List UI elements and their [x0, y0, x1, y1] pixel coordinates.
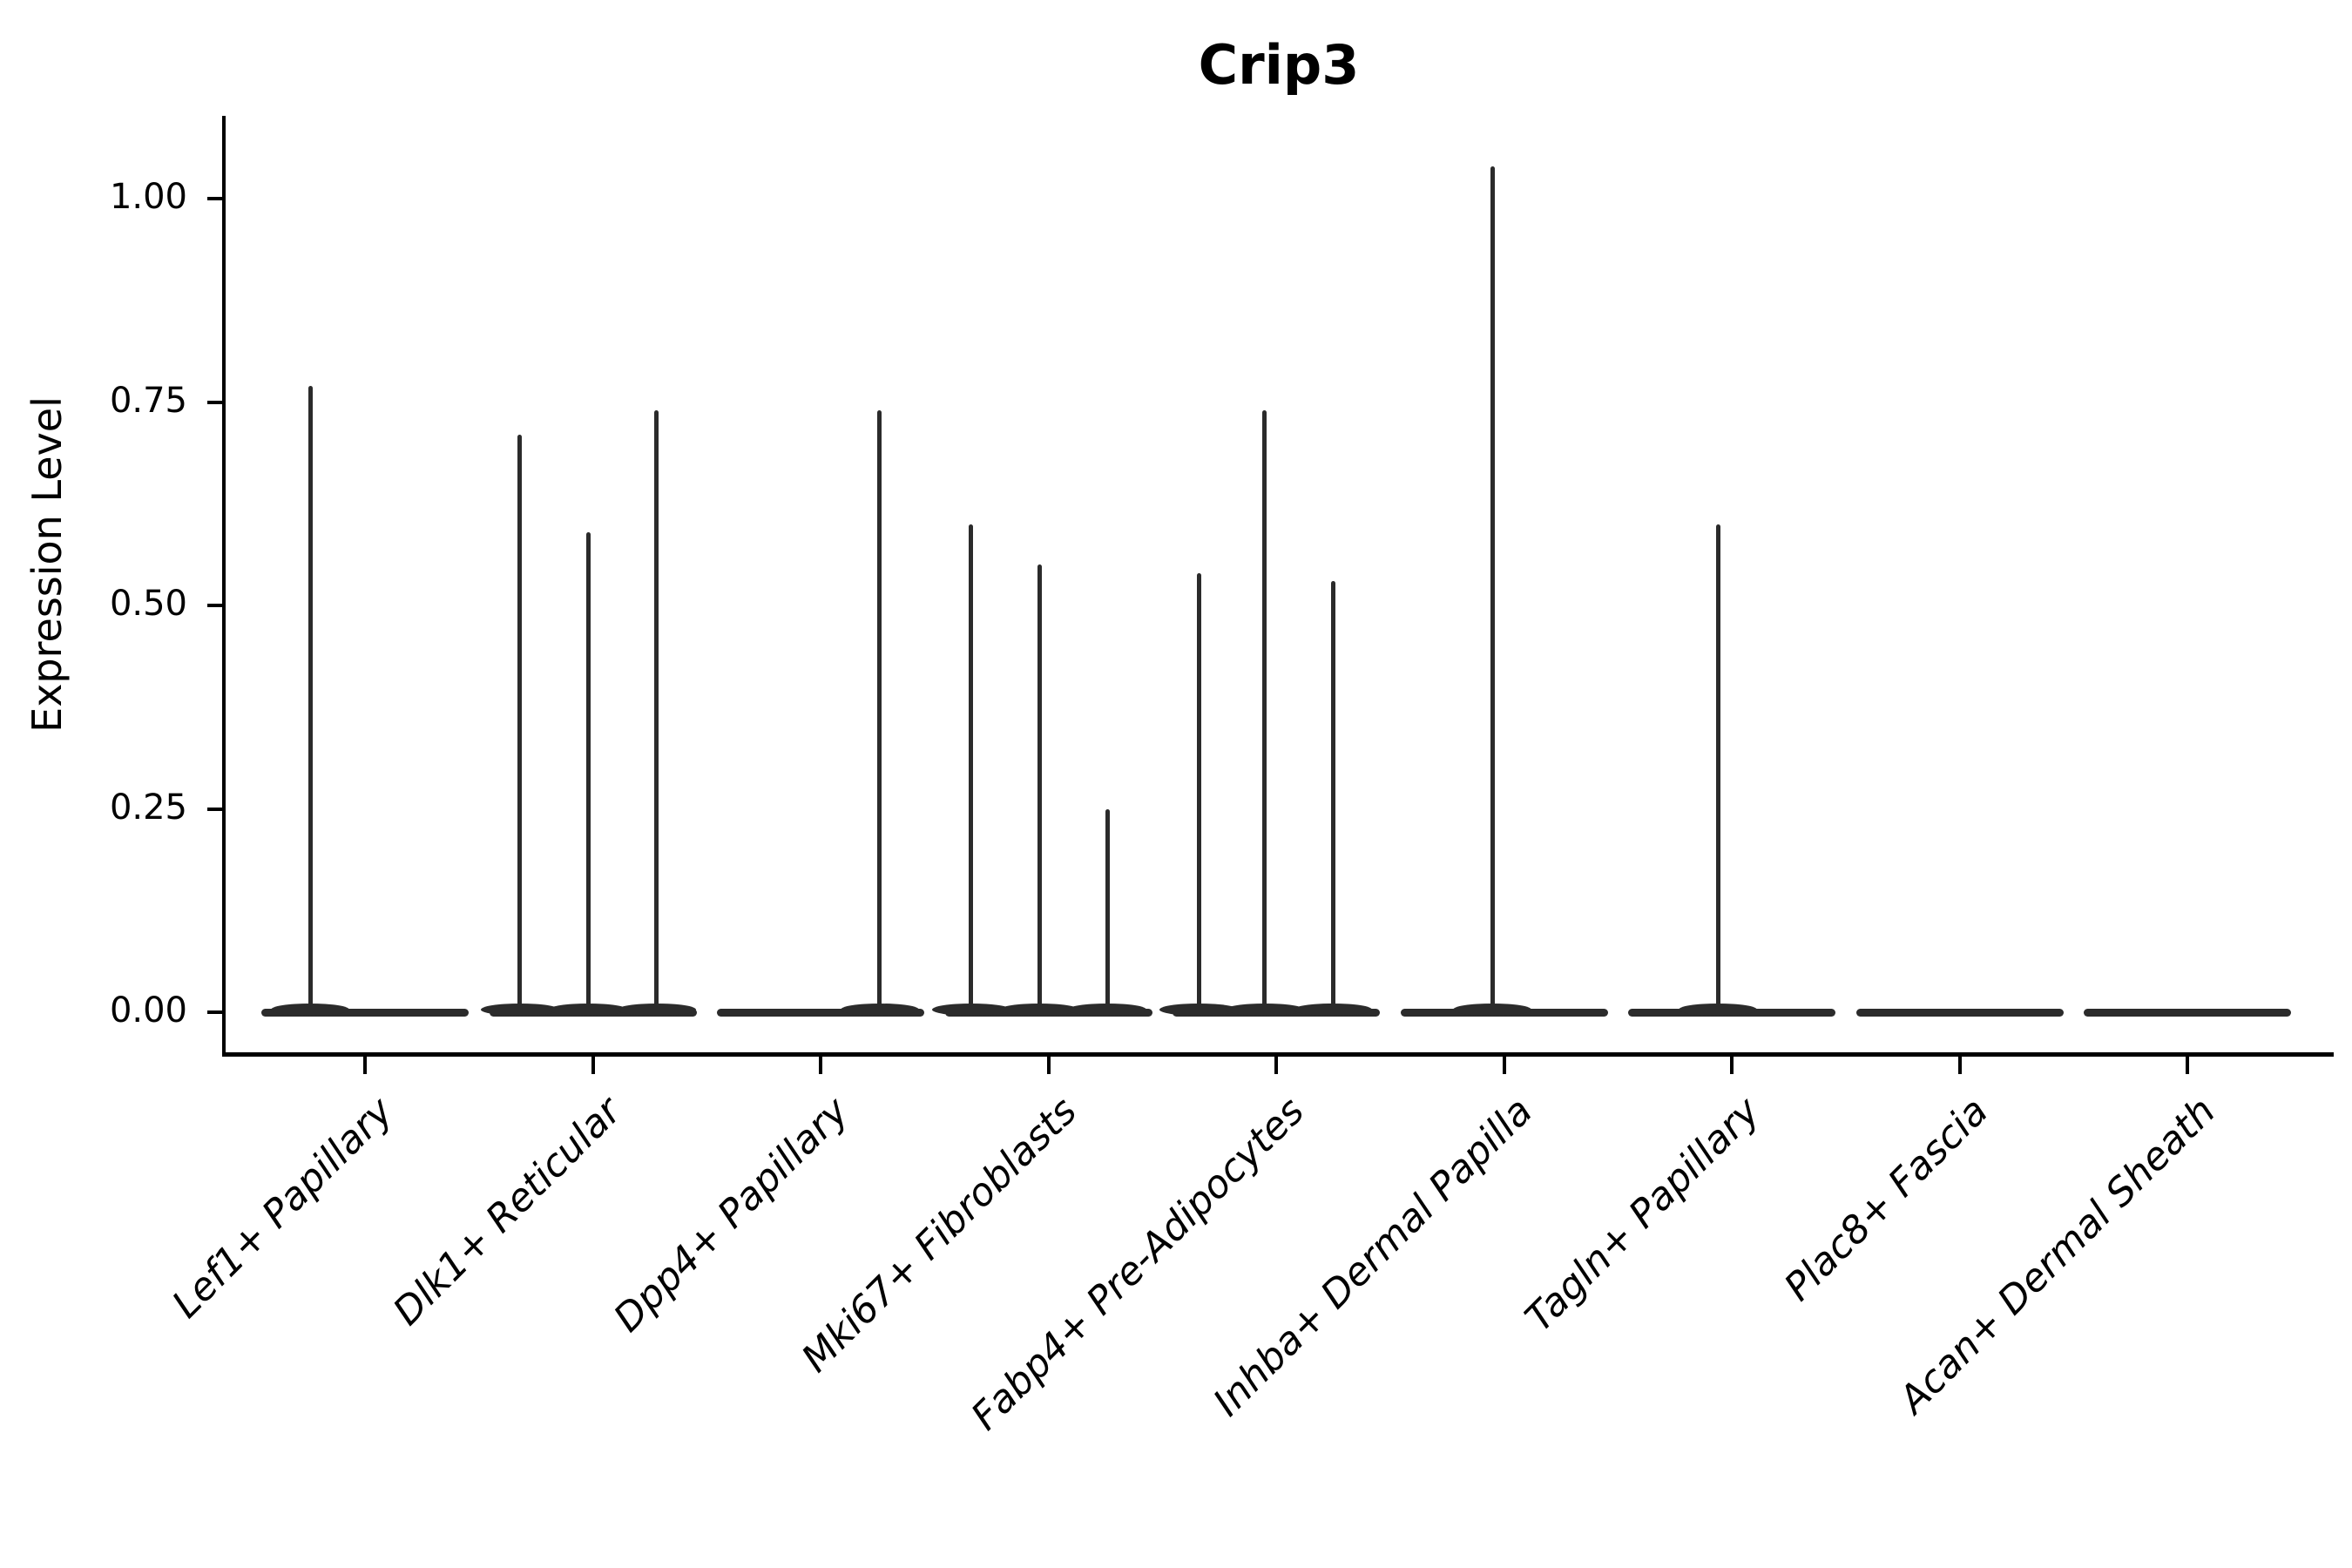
plot-title: Crip3 — [1198, 33, 1360, 97]
expression-spike — [1105, 808, 1110, 1014]
x-tick-mark — [363, 1057, 367, 1074]
y-tick-label: 1.00 — [109, 177, 187, 217]
x-tick-mark — [1502, 1057, 1506, 1074]
y-tick-mark — [207, 1010, 225, 1014]
y-tick-mark — [207, 400, 225, 404]
violin-strip — [2084, 1009, 2291, 1017]
y-axis-label: Expression Level — [24, 396, 71, 733]
y-tick-label: 0.75 — [109, 380, 187, 421]
y-tick-label: 0.50 — [109, 584, 187, 624]
expression-spike — [1330, 580, 1335, 1014]
expression-spike — [585, 531, 591, 1014]
y-tick-mark — [207, 197, 225, 200]
x-axis-spine — [222, 1052, 2334, 1057]
expression-spike — [654, 409, 659, 1014]
violin-strip — [1855, 1009, 2064, 1017]
x-tick-mark — [2186, 1057, 2189, 1074]
expression-spike — [1037, 564, 1042, 1014]
y-tick-label: 0.00 — [109, 990, 187, 1031]
violin-strip — [261, 1009, 469, 1017]
x-tick-mark — [819, 1057, 822, 1074]
expression-spike — [1262, 409, 1267, 1014]
expression-spike — [1715, 524, 1720, 1014]
expression-spike — [1196, 572, 1201, 1014]
x-tick-mark — [1730, 1057, 1734, 1074]
expression-spike — [1490, 166, 1495, 1014]
x-tick-mark — [1274, 1057, 1278, 1074]
x-tick-mark — [1046, 1057, 1051, 1074]
expression-spike — [308, 385, 313, 1014]
y-tick-mark — [207, 604, 225, 607]
expression-spike — [877, 409, 882, 1014]
violin-strip — [717, 1009, 924, 1017]
x-tick-mark — [591, 1057, 595, 1074]
y-axis-spine — [222, 116, 226, 1054]
expression-spike — [969, 524, 974, 1014]
expression-spike — [517, 434, 523, 1014]
x-tick-mark — [1957, 1057, 1962, 1074]
y-tick-label: 0.25 — [109, 787, 187, 828]
y-tick-mark — [207, 807, 225, 811]
